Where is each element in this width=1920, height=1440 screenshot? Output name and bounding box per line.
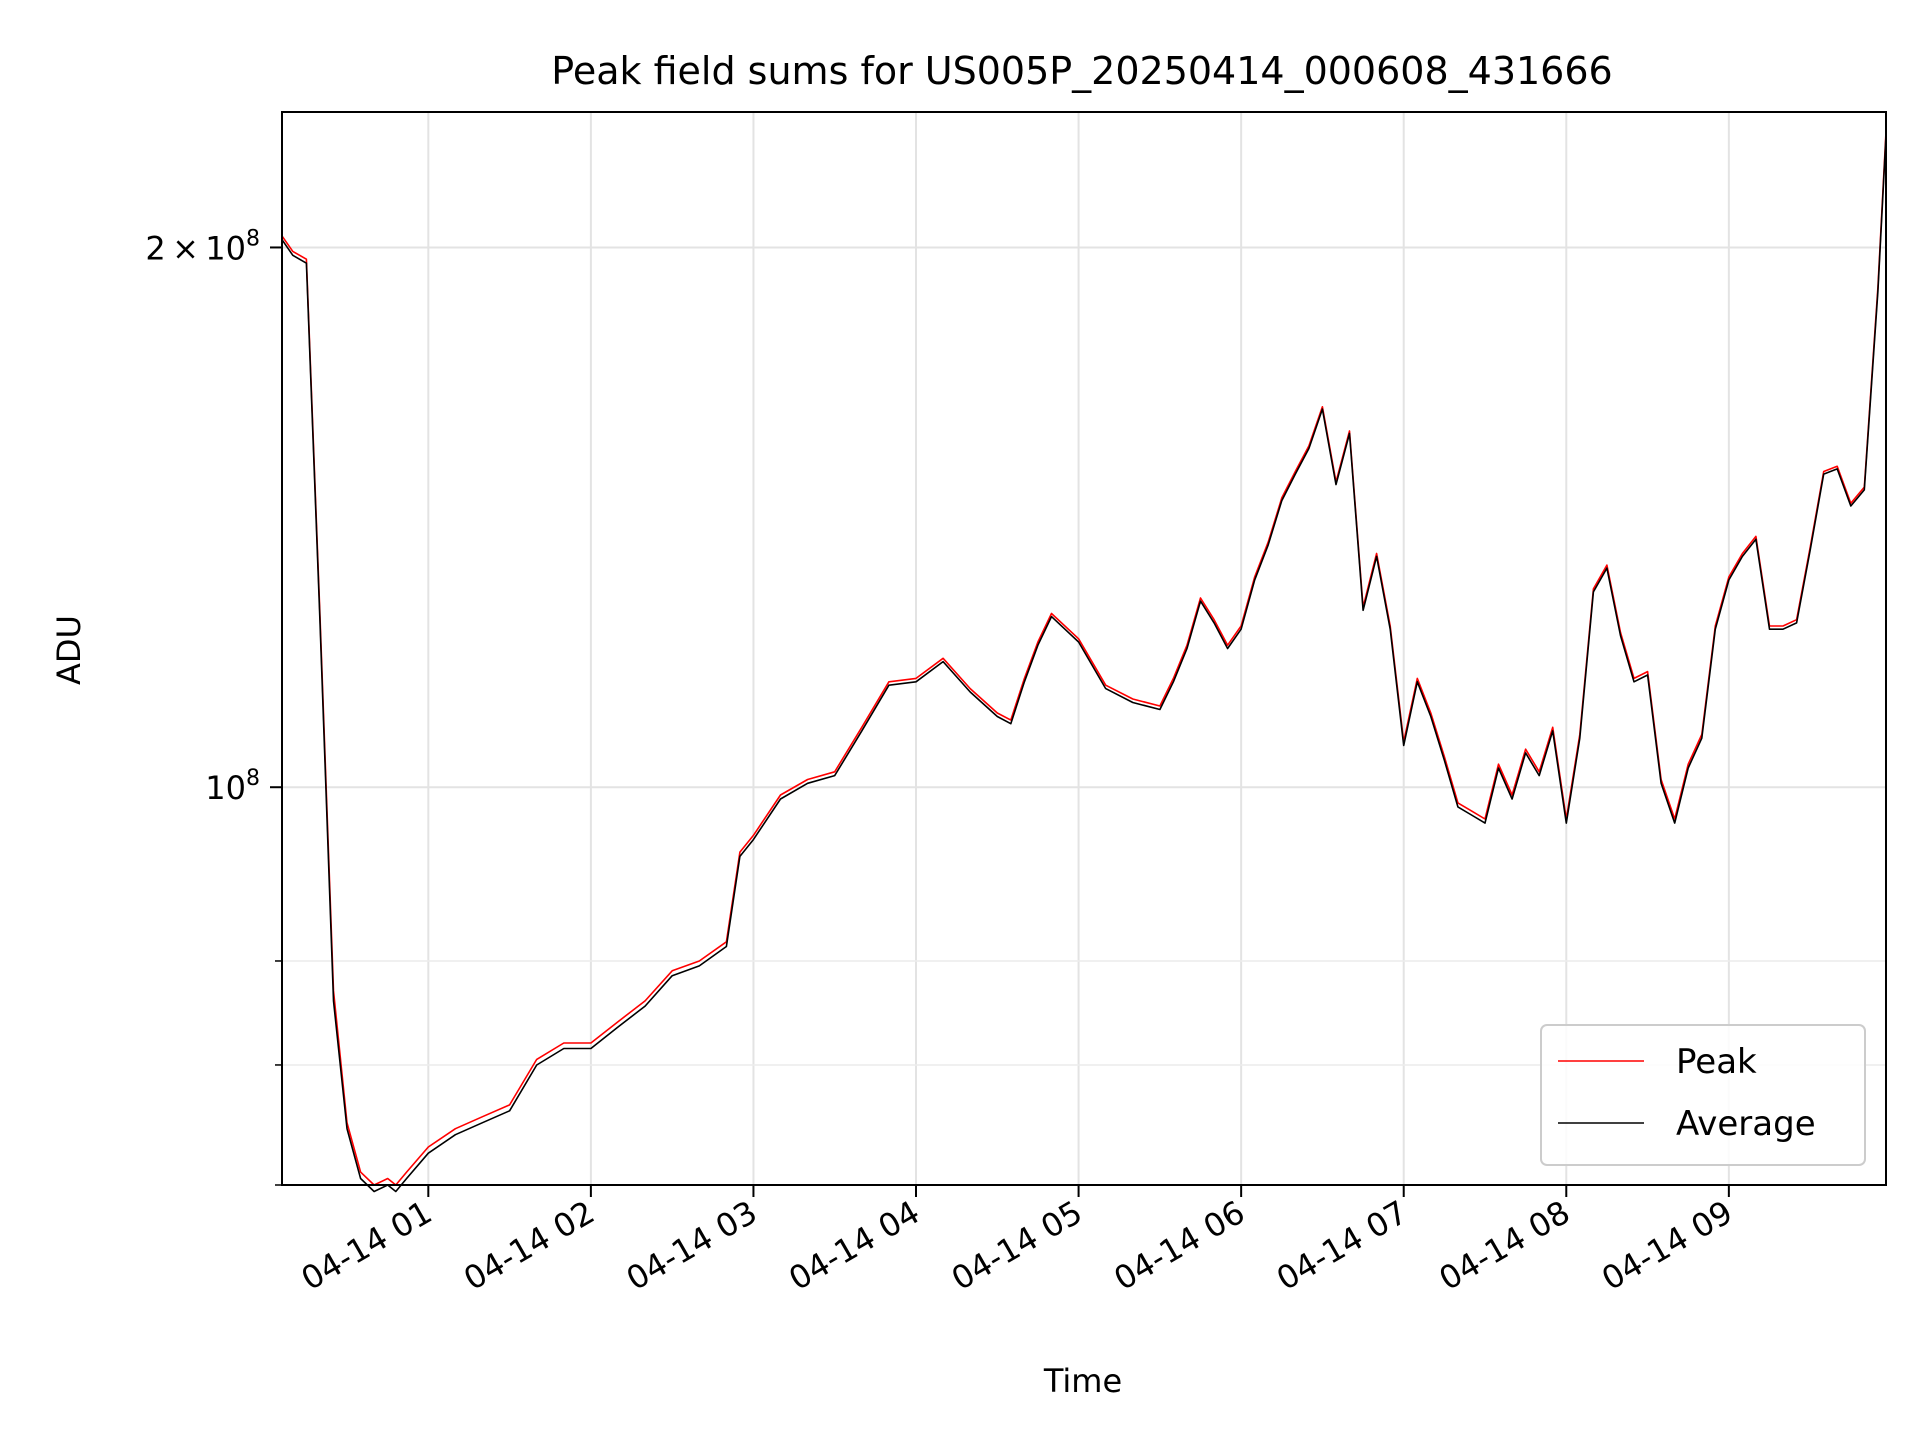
chart-title: Peak field sums for US005P_20250414_0006…	[551, 49, 1612, 93]
series-line-average	[281, 135, 1887, 1193]
x-tick-label: 04-14 05	[945, 1193, 1089, 1298]
y-axis: 108 2 × 108	[145, 226, 282, 1186]
x-axis-label: Time	[1043, 1362, 1122, 1400]
y-tick-label: 2 × 108	[145, 226, 260, 267]
x-tick-label: 04-14 01	[295, 1193, 439, 1298]
x-tick-label: 04-14 02	[457, 1193, 601, 1298]
x-tick-label: 04-14 08	[1433, 1193, 1577, 1298]
x-tick-label: 04-14 09	[1595, 1193, 1739, 1298]
series-layer	[281, 131, 1887, 1193]
x-tick-label: 04-14 04	[782, 1193, 926, 1298]
legend-label-average: Average	[1676, 1104, 1816, 1144]
y-tick-label: 108	[205, 766, 260, 807]
series-line-peak	[281, 131, 1887, 1186]
legend: Peak Average	[1540, 1024, 1866, 1166]
plot-frame	[281, 111, 1887, 1186]
y-axis-label: ADU	[50, 615, 88, 685]
x-tick-label: 04-14 07	[1270, 1193, 1414, 1298]
x-tick-label: 04-14 06	[1108, 1193, 1252, 1298]
legend-box	[1540, 1024, 1866, 1166]
x-axis: 04-14 01 04-14 02 04-14 03 04-14 04 04-14 05…	[295, 1185, 1739, 1298]
x-tick-label: 04-14 03	[620, 1193, 764, 1298]
legend-label-peak: Peak	[1676, 1042, 1757, 1082]
